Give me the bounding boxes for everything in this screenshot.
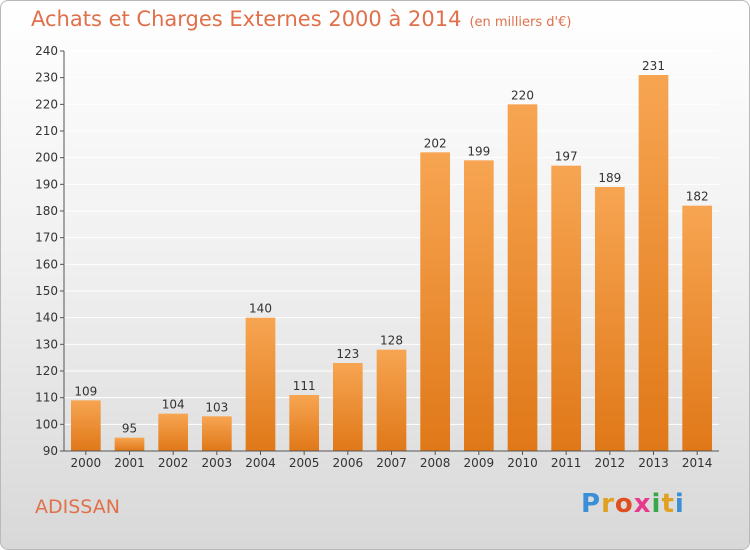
bar	[551, 165, 582, 451]
bar	[594, 187, 625, 451]
logo-letter: i	[674, 489, 685, 519]
y-tick-label: 200	[35, 151, 58, 165]
data-label: 182	[686, 190, 709, 204]
x-tick-label: 2004	[245, 456, 276, 470]
bar	[376, 349, 407, 451]
data-label: 109	[74, 384, 97, 398]
proxiti-logo[interactable]: Proxiti	[581, 489, 685, 519]
y-tick-label: 110	[35, 391, 58, 405]
y-tick-label: 90	[43, 444, 58, 458]
x-tick-label: 2008	[420, 456, 451, 470]
data-label: 189	[598, 171, 621, 185]
x-tick-label: 2001	[114, 456, 145, 470]
data-label: 231	[642, 59, 665, 73]
bar	[70, 400, 101, 451]
y-tick-label: 120	[35, 364, 58, 378]
data-label: 103	[205, 400, 228, 414]
x-tick-label: 2013	[638, 456, 669, 470]
x-tick-label: 2010	[507, 456, 538, 470]
bar	[332, 363, 363, 451]
logo-letter: x	[633, 489, 652, 519]
logo-letter: o	[614, 489, 634, 519]
data-label: 202	[424, 136, 447, 150]
data-label: 95	[122, 422, 137, 436]
y-tick-label: 240	[35, 44, 58, 58]
bar	[201, 416, 232, 451]
bar	[289, 395, 320, 451]
logo-letter: P	[581, 489, 602, 519]
x-tick-label: 2014	[682, 456, 713, 470]
data-labels: 109 95 104 103 140 111 123 128 202 199 220 197 189 23…	[74, 59, 708, 436]
bars	[70, 75, 713, 452]
y-tick-label: 150	[35, 284, 58, 298]
data-label: 128	[380, 334, 403, 348]
bar	[463, 160, 494, 452]
x-tick-label: 2007	[376, 456, 407, 470]
bar	[682, 205, 713, 451]
x-tick-label: 2012	[595, 456, 626, 470]
logo-letter: i	[651, 489, 662, 519]
x-tick-label: 2005	[289, 456, 320, 470]
data-label: 104	[162, 398, 185, 412]
y-tick-label: 220	[35, 97, 58, 111]
bar	[158, 413, 189, 451]
title-main: Achats et Charges Externes 2000 à 2014	[31, 7, 462, 31]
data-label: 111	[293, 379, 316, 393]
logo-letter: r	[601, 489, 615, 519]
y-tick-label: 190	[35, 177, 58, 191]
bar	[507, 104, 538, 451]
y-tick-label: 100	[35, 417, 58, 431]
y-axis: 90 100 110 120 130 140 150 160 170 180 190 200 210 22…	[35, 44, 65, 458]
x-tick-label: 2006	[333, 456, 364, 470]
y-tick-label: 210	[35, 124, 58, 138]
title-unit: (en milliers d'€)	[469, 15, 572, 30]
town-name: ADISSAN	[35, 496, 120, 518]
chart-title: Achats et Charges Externes 2000 à 2014 (e…	[31, 7, 571, 31]
logo-letter: t	[661, 489, 675, 519]
y-tick-label: 180	[35, 204, 58, 218]
y-tick-label: 160	[35, 257, 58, 271]
x-tick-label: 2003	[202, 456, 233, 470]
bar	[638, 75, 669, 451]
x-tick-label: 2009	[464, 456, 495, 470]
data-label: 199	[467, 144, 490, 158]
bar	[114, 437, 145, 451]
data-label: 123	[336, 347, 359, 361]
y-tick-label: 140	[35, 311, 58, 325]
y-tick-label: 130	[35, 337, 58, 351]
x-tick-label: 2011	[551, 456, 582, 470]
y-tick-label: 170	[35, 231, 58, 245]
data-label: 220	[511, 88, 534, 102]
x-tick-label: 2002	[158, 456, 189, 470]
data-label: 140	[249, 302, 272, 316]
y-tick-label: 230	[35, 71, 58, 85]
bar	[245, 317, 276, 451]
data-label: 197	[555, 150, 578, 164]
x-tick-label: 2000	[71, 456, 102, 470]
bar	[420, 152, 451, 452]
x-axis: 2000 2001 2002 2003 2004 2005 2006 2007 2008 2009…	[64, 450, 719, 470]
